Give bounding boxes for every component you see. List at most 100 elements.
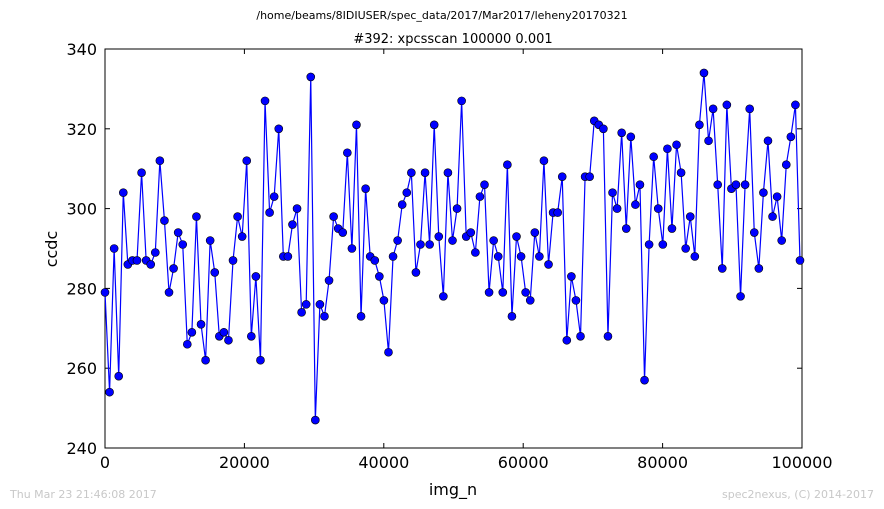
data-point — [640, 375, 649, 385]
data-point — [297, 308, 306, 317]
data-point — [626, 132, 636, 142]
data-point — [311, 415, 320, 425]
y-tick-label: 240 — [66, 439, 97, 458]
data-point — [384, 347, 393, 357]
data-point — [457, 96, 466, 106]
data-point — [544, 260, 553, 269]
data-point — [251, 272, 261, 281]
data-point — [484, 288, 494, 297]
y-axis-label: ccdc — [42, 231, 61, 268]
data-point — [288, 220, 297, 229]
data-point — [772, 192, 782, 201]
data-point — [411, 268, 421, 277]
data-point — [160, 216, 169, 225]
data-point — [649, 152, 658, 162]
data-point — [269, 192, 279, 201]
data-point — [617, 128, 626, 138]
data-point — [571, 296, 581, 305]
data-point — [407, 168, 416, 177]
data-point — [608, 188, 617, 197]
data-point — [717, 264, 727, 273]
data-point — [612, 204, 622, 213]
data-point — [512, 232, 521, 241]
data-point — [402, 188, 412, 197]
data-point — [740, 180, 750, 189]
y-tick-label: 280 — [66, 279, 97, 298]
data-point — [791, 100, 800, 110]
data-point — [356, 312, 366, 321]
data-point — [489, 236, 498, 245]
data-point — [151, 248, 160, 257]
data-point — [731, 180, 741, 189]
data-point — [676, 168, 686, 177]
data-point — [498, 288, 508, 297]
data-point — [736, 292, 745, 301]
data-point — [118, 188, 128, 197]
data-point — [713, 180, 722, 189]
data-point — [475, 192, 485, 201]
data-point — [137, 168, 146, 177]
y-axis: 240 260 280 300 320 340 — [66, 40, 802, 458]
data-point — [708, 104, 718, 114]
data-point — [452, 204, 462, 213]
chart-title: #392: xpcsscan 100000 0.001 — [353, 32, 552, 47]
data-point — [265, 208, 274, 217]
y-tick-label: 260 — [66, 359, 97, 378]
data-point — [644, 240, 654, 249]
data-point — [681, 244, 690, 253]
data-point — [196, 320, 206, 329]
data-point — [663, 144, 672, 154]
data-point — [768, 212, 777, 221]
data-point — [242, 156, 252, 166]
data-point — [306, 72, 316, 82]
data-point — [599, 124, 608, 134]
data-point — [292, 204, 302, 213]
data-point — [763, 136, 773, 146]
data-point — [315, 300, 325, 309]
data-point — [324, 276, 334, 285]
data-point — [704, 136, 713, 146]
data-point — [759, 188, 768, 197]
data-point — [621, 224, 631, 233]
footer-timestamp: Thu Mar 23 21:46:08 2017 — [9, 488, 157, 501]
data-point — [146, 260, 156, 269]
x-tick-label: 40000 — [358, 453, 409, 472]
data-point — [187, 327, 197, 337]
data-point — [480, 180, 489, 189]
data-point — [183, 339, 192, 349]
data-point — [503, 160, 512, 170]
data-point — [516, 252, 526, 261]
data-point — [274, 124, 284, 134]
data-point — [105, 387, 114, 397]
data-point — [699, 68, 709, 78]
x-tick-label: 100000 — [771, 453, 832, 472]
data-point — [795, 256, 805, 265]
data-point — [173, 228, 183, 237]
data-point — [443, 168, 453, 177]
data-point — [525, 296, 535, 305]
data-point — [786, 132, 796, 142]
data-point — [192, 212, 201, 221]
data-point — [667, 224, 677, 233]
data-point — [178, 240, 188, 249]
y-tick-label: 300 — [66, 200, 97, 219]
data-point — [562, 335, 572, 345]
x-tick-label: 20000 — [219, 453, 270, 472]
data-point — [653, 204, 663, 213]
data-point — [567, 272, 576, 281]
data-point — [237, 232, 247, 241]
data-point — [425, 240, 434, 249]
data-point — [132, 256, 142, 265]
data-point — [745, 104, 755, 114]
data-point — [722, 100, 732, 110]
data-point — [114, 371, 124, 381]
data-point — [754, 264, 764, 273]
data-point — [219, 327, 229, 337]
data-point — [169, 264, 178, 273]
data-point — [553, 208, 562, 217]
x-axis: 0 20000 40000 60000 80000 100000 — [100, 49, 833, 472]
data-point — [777, 236, 787, 245]
data-point — [631, 200, 640, 209]
data-point — [781, 160, 791, 170]
